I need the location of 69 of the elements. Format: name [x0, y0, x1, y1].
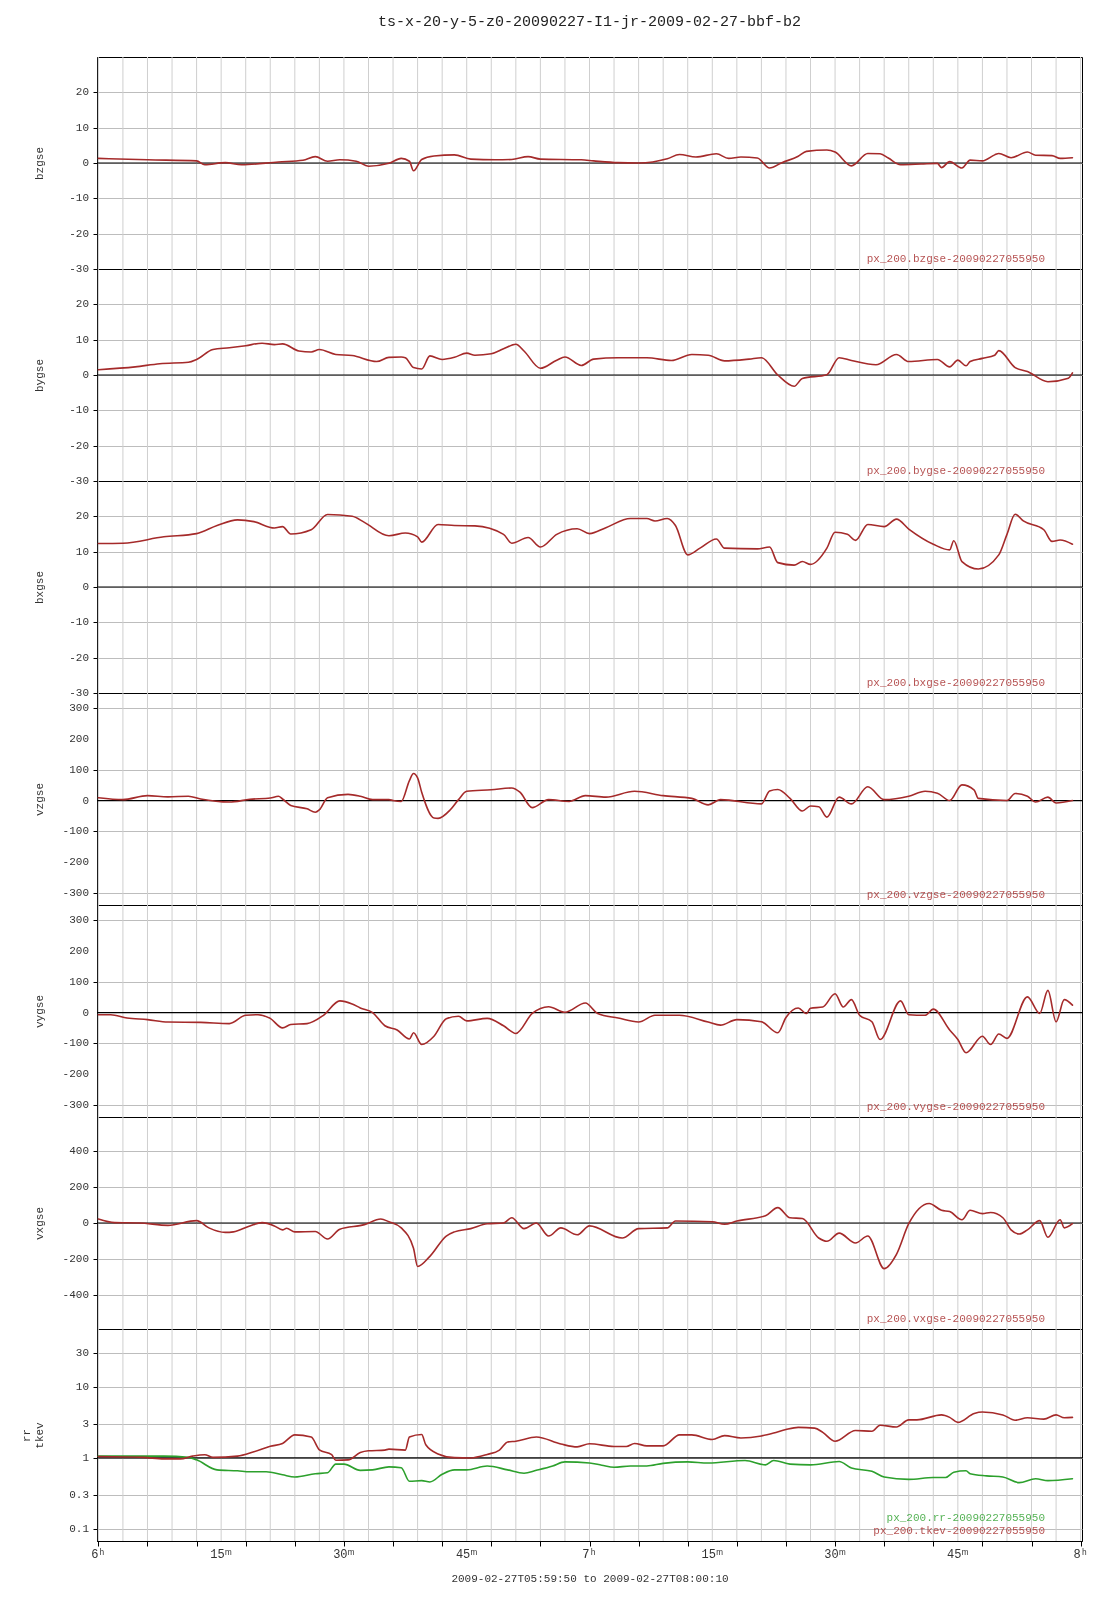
y-tick-label: 10 [75, 1380, 89, 1393]
y-tick-label: 100 [69, 763, 89, 776]
y-tick-label: -200 [62, 1253, 89, 1266]
y-tick-label: 0 [82, 794, 89, 807]
y-tick-label: 10 [75, 545, 89, 558]
y-tick-label: 400 [69, 1144, 89, 1157]
text: px_200.vzgse-20090227055950 [866, 889, 1045, 901]
y-tick-label: 0 [82, 581, 89, 593]
x-tick-label: 7ʰ [582, 1548, 597, 1562]
y-tick-label: 100 [69, 975, 89, 988]
y-tick-label: 0 [82, 369, 89, 381]
y-tick-label: 10 [75, 333, 89, 346]
y-tick-label: -30 [69, 475, 89, 487]
y-tick-label: 0 [82, 157, 89, 169]
y-tick-label: -200 [62, 1067, 89, 1080]
y-axis-title: bzgse [34, 146, 46, 181]
y-tick-label: -300 [62, 1098, 89, 1111]
y-tick-label: 3 [82, 1418, 89, 1431]
text: px_200.vxgse-20090227055950 [866, 1313, 1045, 1325]
text: px_200.rr-20090227055950 [886, 1512, 1045, 1524]
y-tick-label: -10 [69, 404, 89, 417]
x-axis-title: 2009-02-27T05:59:50 to 2009-02-27T08:00:10 [451, 1573, 729, 1585]
y-tick-label: 1 [82, 1451, 90, 1464]
y-tick-label: 200 [69, 733, 89, 746]
x-tick-label: 30ᵐ [824, 1548, 846, 1562]
y-tick-label: 20 [75, 510, 89, 523]
y-tick-label: -30 [69, 263, 89, 275]
y-tick-label: 200 [69, 1180, 89, 1193]
y-tick-label: 0.3 [69, 1489, 89, 1502]
y-tick-label: 200 [69, 945, 89, 958]
y-tick-label: -20 [69, 439, 89, 452]
text: px_200.tkev-20090227055950 [873, 1525, 1045, 1537]
y-tick-label: -30 [69, 687, 89, 699]
y-tick-label: 300 [69, 702, 89, 715]
chart-title: ts-x-20-y-5-z0-20090227-I1-jr-2009-02-27-bbf-b2 [377, 13, 802, 31]
text: px_200.bzgse-20090227055950 [866, 253, 1045, 265]
y-tick-label: 0.1 [69, 1523, 90, 1536]
y-tick-label: 300 [69, 914, 89, 927]
y-axis-title: vxgse [34, 1206, 46, 1241]
y-tick-label: -400 [62, 1289, 89, 1302]
y-tick-label: -20 [69, 651, 89, 664]
x-tick-label: 45ᵐ [455, 1548, 478, 1562]
x-tick-label: 30ᵐ [333, 1548, 355, 1562]
y-tick-label: 20 [75, 298, 89, 311]
y-tick-label: 30 [75, 1346, 89, 1359]
x-tick-label: 45ᵐ [947, 1548, 969, 1562]
y-tick-label: -300 [62, 886, 89, 899]
x-tick-label: 15ᵐ [210, 1548, 232, 1562]
y-axis-title: vzgse [34, 782, 46, 817]
y-axis-title: bygse [34, 358, 46, 393]
y-tick-label: -200 [62, 855, 89, 868]
y-tick-label: -10 [69, 616, 89, 629]
y-axis-title: vygse [34, 994, 46, 1029]
y-axis-title: rr tkev [21, 1421, 46, 1449]
text: px_200.bygse-20090227055950 [866, 465, 1045, 477]
y-tick-label: -100 [62, 825, 89, 838]
y-tick-label: -100 [62, 1037, 89, 1050]
x-tick-label: 8ʰ [1073, 1548, 1088, 1562]
x-tick-label: 6ʰ [91, 1548, 106, 1562]
y-tick-label: 10 [75, 121, 89, 134]
y-axis-title: bxgse [34, 570, 46, 605]
y-tick-label: 0 [82, 1217, 89, 1229]
y-tick-label: -20 [69, 227, 89, 240]
y-tick-label: 0 [82, 1006, 89, 1019]
y-tick-label: -10 [69, 192, 89, 205]
y-tick-label: 20 [75, 86, 89, 99]
x-tick-label: 15ᵐ [701, 1548, 724, 1562]
text: px_200.bxgse-20090227055950 [866, 677, 1045, 689]
text: px_200.vygse-20090227055950 [866, 1101, 1045, 1113]
